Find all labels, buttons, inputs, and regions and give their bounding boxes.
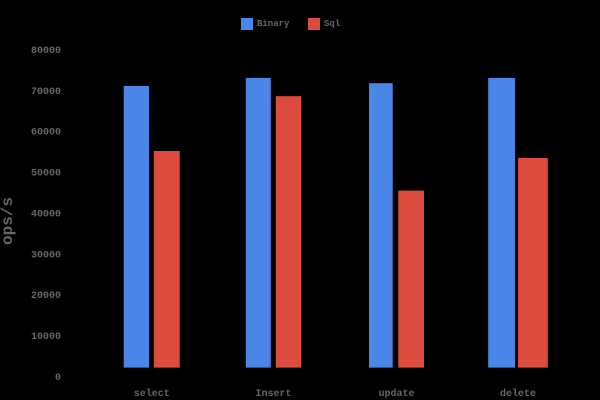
svg-text:update: update — [378, 388, 414, 400]
svg-text:30000: 30000 — [31, 250, 61, 261]
svg-text:delete: delete — [500, 388, 536, 400]
svg-text:10000: 10000 — [31, 332, 61, 343]
svg-text:40000: 40000 — [31, 209, 61, 220]
svg-text:0: 0 — [55, 373, 61, 384]
svg-text:20000: 20000 — [31, 291, 61, 302]
svg-text:80000: 80000 — [31, 46, 61, 57]
svg-text:60000: 60000 — [31, 128, 61, 139]
svg-text:ops/s: ops/s — [0, 197, 17, 245]
svg-text:Insert: Insert — [255, 389, 291, 400]
svg-text:50000: 50000 — [31, 169, 61, 180]
svg-text:select: select — [134, 388, 170, 400]
svg-text:70000: 70000 — [31, 87, 61, 98]
